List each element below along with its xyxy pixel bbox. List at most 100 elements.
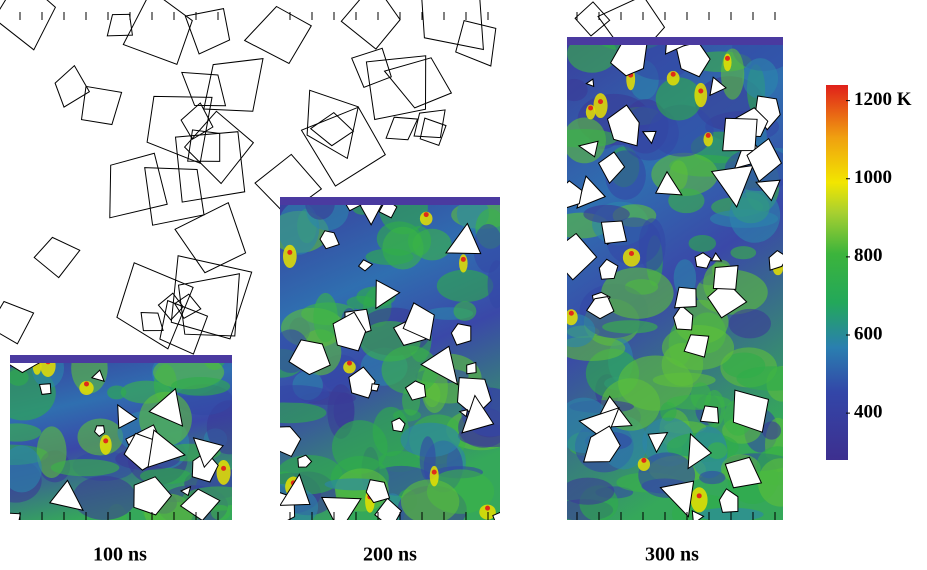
grain [366, 56, 425, 120]
colorbar-label: 400 [854, 401, 883, 422]
grain [185, 9, 229, 54]
grain [175, 294, 201, 318]
reacted-region [248, 181, 530, 533]
temp-blob [762, 421, 781, 439]
temp-blob [261, 385, 329, 403]
colorbar-label: 1000 [854, 167, 892, 188]
hot-core [706, 133, 711, 138]
grain [352, 48, 392, 87]
hot-spot [100, 435, 112, 455]
temp-blob [488, 260, 506, 308]
temp-blob [401, 479, 459, 524]
temp-blob [413, 229, 452, 261]
grain [0, 0, 55, 50]
hot-spot [283, 245, 297, 268]
grain [385, 58, 452, 108]
temp-blob [736, 366, 807, 391]
front-band [567, 37, 783, 45]
void [675, 287, 697, 308]
panels: 100 ns 200 ns 300 ns [0, 0, 808, 566]
temp-blob [2, 446, 42, 493]
temp-blob [758, 458, 803, 506]
grain [421, 0, 483, 50]
hot-core [569, 311, 574, 316]
sim-panel: 200 ns [245, 0, 531, 566]
temp-blob [313, 293, 337, 342]
void [713, 266, 738, 290]
grain [34, 237, 80, 277]
temp-blob [731, 246, 757, 259]
grain [182, 72, 226, 105]
temp-blob [561, 79, 588, 101]
hot-core [485, 506, 490, 511]
hot-core [641, 458, 646, 463]
hot-core [432, 470, 437, 475]
grain [245, 7, 312, 64]
grain [110, 153, 167, 218]
temp-blob [721, 48, 744, 99]
hot-core [725, 56, 730, 61]
grain [302, 107, 386, 186]
hot-spot [430, 466, 439, 487]
void [601, 221, 626, 244]
hot-spot [217, 460, 231, 485]
temp-blob [602, 320, 657, 333]
temp-blob [51, 459, 120, 476]
grain [82, 86, 122, 124]
colorbar-ticks: 1200 K 1000 800 600 400 [846, 89, 912, 423]
grain [158, 293, 183, 320]
temp-blob [107, 385, 126, 399]
hot-core [347, 361, 352, 366]
grain [386, 117, 418, 140]
temp-blob [171, 377, 230, 396]
void [40, 384, 51, 395]
hot-core [424, 212, 429, 217]
temp-blob [562, 478, 615, 505]
sim-panel: 100 ns [0, 0, 263, 566]
grain [0, 302, 34, 344]
hot-core [461, 257, 466, 262]
temp-blob [366, 249, 414, 265]
temp-blob [78, 419, 124, 456]
reacted-region [0, 337, 256, 534]
temp-blob [707, 442, 727, 459]
temp-blob [667, 395, 731, 410]
hot-spot [691, 487, 708, 512]
void [723, 118, 757, 150]
hot-core [287, 250, 292, 255]
temp-blob [73, 476, 136, 520]
panel-caption: 300 ns [645, 544, 699, 566]
temp-blob [453, 301, 476, 321]
hot-spot [694, 83, 707, 107]
grain [204, 59, 263, 112]
grain [123, 0, 192, 64]
colorbar-label: 800 [854, 245, 883, 266]
colorbar [826, 85, 848, 460]
sim-panel: 300 ns [548, 0, 808, 566]
temp-blob [729, 309, 771, 338]
temp-blob [689, 235, 717, 252]
void [467, 363, 476, 374]
grain [575, 2, 610, 36]
colorbar-label: 600 [854, 323, 883, 344]
hot-spot [593, 93, 607, 118]
reacted-region [548, 24, 808, 534]
hot-core [629, 251, 634, 256]
hot-core [598, 99, 603, 104]
hot-core [697, 493, 702, 498]
panel-caption: 100 ns [93, 544, 147, 566]
hot-core [588, 106, 593, 111]
grain [107, 14, 132, 36]
hot-core [698, 89, 703, 94]
grain [141, 313, 163, 331]
grain [420, 118, 446, 145]
colorbar-label: 1200 K [854, 89, 912, 110]
hot-core [84, 382, 89, 387]
front-band [280, 197, 500, 205]
panel-caption: 200 ns [363, 544, 417, 566]
temp-blob [742, 58, 778, 99]
grain [145, 168, 204, 226]
grain [185, 111, 254, 183]
temp-blob [699, 471, 725, 484]
grain [456, 21, 496, 66]
